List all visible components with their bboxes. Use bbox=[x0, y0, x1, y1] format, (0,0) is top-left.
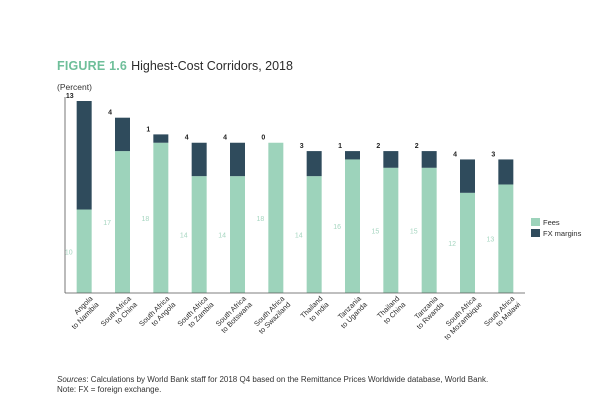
fees-bar bbox=[230, 176, 245, 293]
fees-value-label: 10 bbox=[65, 249, 73, 256]
category-tick-label: South Africato Botswana bbox=[213, 293, 254, 334]
fees-bar bbox=[460, 192, 475, 293]
fees-value-label: 14 bbox=[295, 233, 303, 240]
fees-bar bbox=[115, 151, 130, 293]
fees-value-label: 15 bbox=[410, 228, 418, 235]
fees-bar bbox=[306, 176, 322, 293]
fx-value-label: 13 bbox=[66, 93, 74, 100]
fx-value-label: 2 bbox=[415, 143, 419, 150]
fx-margin-bar bbox=[421, 151, 437, 168]
legend-fees-swatch bbox=[531, 218, 540, 226]
fx-value-label: 1 bbox=[338, 143, 342, 150]
fx-margin-bar bbox=[191, 142, 207, 177]
category-tick-label: South Africato Mozambique bbox=[436, 293, 484, 341]
fx-value-label: 4 bbox=[108, 110, 112, 117]
fx-value-label: 3 bbox=[300, 143, 304, 150]
figure-title: FIGURE 1.6 Highest-Cost Corridors, 2018 bbox=[57, 57, 293, 75]
fees-bar bbox=[191, 176, 207, 293]
fees-bar bbox=[153, 142, 169, 293]
source-note: Sources: Calculations by World Bank staf… bbox=[57, 375, 488, 395]
fx-margin-bar bbox=[76, 101, 92, 210]
fx-value-label: 4 bbox=[453, 151, 457, 158]
fx-margin-bar bbox=[345, 151, 360, 160]
unit-label: (Percent) bbox=[57, 82, 92, 92]
fx-margin-bar bbox=[383, 151, 399, 168]
fx-value-label: 4 bbox=[185, 135, 189, 142]
fees-value-label: 12 bbox=[448, 241, 456, 248]
fx-margin-bar bbox=[306, 151, 322, 177]
category-tick-label: South Africato Malawi bbox=[482, 293, 523, 334]
fees-value-label: 18 bbox=[257, 216, 265, 223]
fx-value-label: 4 bbox=[223, 135, 227, 142]
category-tick-label: South Africato Angola bbox=[137, 293, 178, 334]
category-tick-label: Thailandto India bbox=[298, 293, 331, 326]
figure-label: FIGURE 1.6 bbox=[57, 59, 128, 73]
note-text: Note: FX = foreign exchange. bbox=[57, 385, 162, 394]
fees-value-label: 14 bbox=[180, 233, 188, 240]
fx-margin-bar bbox=[230, 142, 245, 177]
fees-bar bbox=[498, 184, 514, 293]
source-text: : Calculations by World Bank staff for 2… bbox=[86, 375, 489, 384]
legend-fees-label: Fees bbox=[543, 218, 560, 227]
category-tick-label: Angolato Namibia bbox=[64, 293, 102, 331]
fx-margin-bar bbox=[498, 159, 514, 185]
category-tick-label: Tanzaniato Rwanda bbox=[409, 293, 447, 331]
fees-bar bbox=[268, 142, 284, 293]
fees-value-label: 17 bbox=[103, 220, 111, 227]
category-tick-label: South Africato China bbox=[99, 293, 140, 334]
figure-title-text: Highest-Cost Corridors, 2018 bbox=[131, 59, 293, 73]
fx-value-label: 1 bbox=[146, 126, 150, 133]
fees-value-label: 16 bbox=[333, 224, 341, 231]
category-tick-label: South Africato Swaziland bbox=[251, 293, 293, 335]
category-tick-label: Tanzaniato Uganda bbox=[333, 293, 370, 330]
fees-value-label: 13 bbox=[487, 237, 495, 244]
fx-value-label: 0 bbox=[261, 135, 265, 142]
legend-fx-swatch bbox=[531, 229, 540, 237]
fees-bar bbox=[76, 209, 92, 293]
category-tick-label: South Africato Zambia bbox=[175, 293, 216, 334]
fees-value-label: 14 bbox=[218, 233, 226, 240]
fx-value-label: 2 bbox=[376, 143, 380, 150]
source-label: Sources bbox=[57, 375, 87, 384]
fx-value-label: 3 bbox=[491, 151, 495, 158]
fees-value-label: 15 bbox=[372, 228, 380, 235]
fees-value-label: 18 bbox=[142, 216, 150, 223]
category-tick-label: Thailandto China bbox=[375, 293, 408, 326]
fx-margin-bar bbox=[460, 159, 475, 193]
fx-margin-bar bbox=[153, 134, 169, 143]
fees-bar bbox=[421, 167, 437, 293]
fx-margin-bar bbox=[115, 117, 130, 152]
fees-bar bbox=[383, 167, 399, 293]
fees-bar bbox=[345, 159, 360, 293]
legend-fx-label: FX margins bbox=[543, 229, 582, 238]
